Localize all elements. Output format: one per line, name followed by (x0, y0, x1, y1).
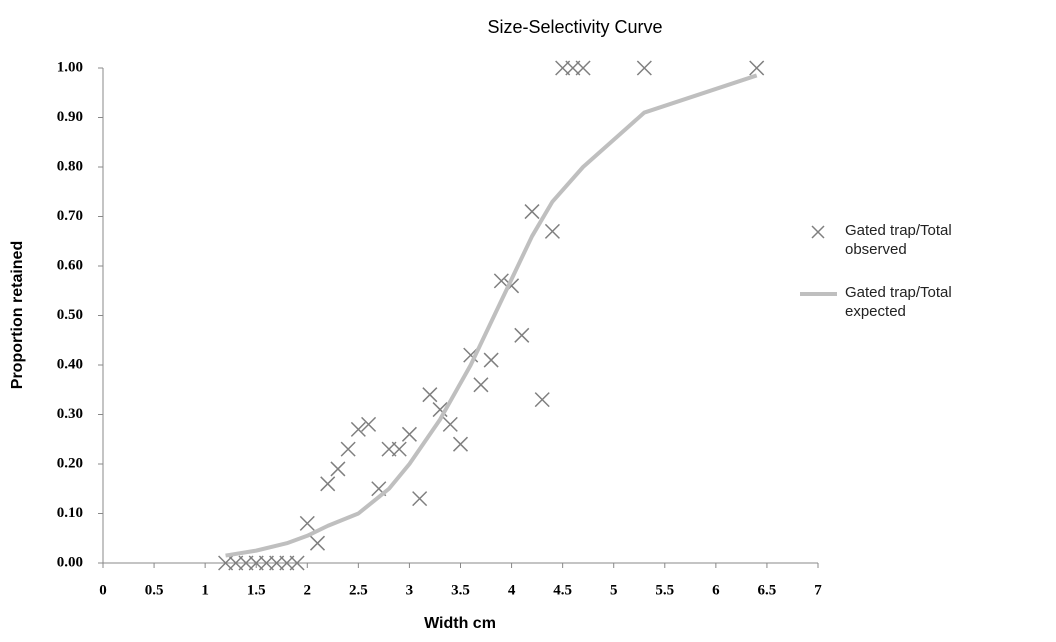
x-tick-label: 1 (201, 582, 209, 598)
scatter-point (544, 223, 560, 239)
scatter-point (422, 387, 438, 403)
scatter-point (524, 204, 540, 220)
x-tick-label: 1.5 (247, 582, 266, 598)
y-tick-label: 0.90 (57, 109, 83, 125)
x-tick-label: 2.5 (349, 582, 368, 598)
y-tick-label: 0.50 (57, 307, 83, 323)
chart-title: Size-Selectivity Curve (487, 17, 662, 37)
x-tick-label: 5 (610, 582, 618, 598)
legend-label: Gated trap/Total observed (845, 222, 952, 258)
scatter-point (330, 461, 346, 477)
y-axis-title: Proportion retained (9, 241, 26, 389)
scatter-point (534, 392, 550, 408)
scatter-point (309, 535, 326, 551)
y-tick-label: 1.00 (57, 59, 83, 75)
scatter-point (412, 491, 428, 507)
scatter-point (320, 476, 336, 492)
scatter-point (493, 273, 509, 289)
x-tick-label: 7 (814, 582, 822, 598)
y-tick-label: 0.60 (57, 257, 83, 273)
x-tick-label: 4.5 (553, 582, 572, 598)
y-tick-label: 0.30 (57, 406, 83, 422)
legend-marker (811, 225, 825, 239)
scatter-point (340, 441, 356, 457)
scatter-point (442, 416, 458, 432)
scatter-point (575, 60, 591, 76)
x-axis-title: Width cm (424, 615, 496, 632)
y-tick-label: 0.80 (57, 158, 83, 174)
x-tick-label: 5.5 (655, 582, 674, 598)
y-tick-label: 0.00 (57, 554, 83, 570)
scatter-point (361, 416, 377, 432)
scatter-point (391, 441, 407, 457)
y-tick-label: 0.20 (57, 455, 83, 471)
x-tick-label: 4 (508, 582, 516, 598)
x-tick-label: 2 (304, 582, 312, 598)
x-tick-label: 6.5 (758, 582, 777, 598)
x-tick-label: 3 (406, 582, 414, 598)
scatter-point (483, 352, 499, 368)
scatter-point (749, 60, 765, 76)
scatter-point (473, 377, 489, 393)
x-tick-label: 6 (712, 582, 720, 598)
scatter-point (289, 555, 305, 571)
scatter-point (401, 426, 417, 442)
x-tick-label: 0 (99, 582, 107, 598)
x-tick-label: 3.5 (451, 582, 470, 598)
scatter-point (636, 60, 652, 76)
y-tick-label: 0.40 (57, 356, 83, 372)
y-tick-label: 0.10 (57, 505, 83, 521)
expected-line (225, 73, 758, 558)
y-tick-label: 0.70 (57, 208, 83, 224)
scatter-point (452, 436, 469, 452)
legend-label: Gated trap/Total expected (845, 284, 952, 320)
x-tick-label: 0.5 (145, 582, 164, 598)
scatter-point (514, 327, 530, 343)
scatter-point (299, 515, 315, 531)
scatter-point (350, 421, 366, 437)
